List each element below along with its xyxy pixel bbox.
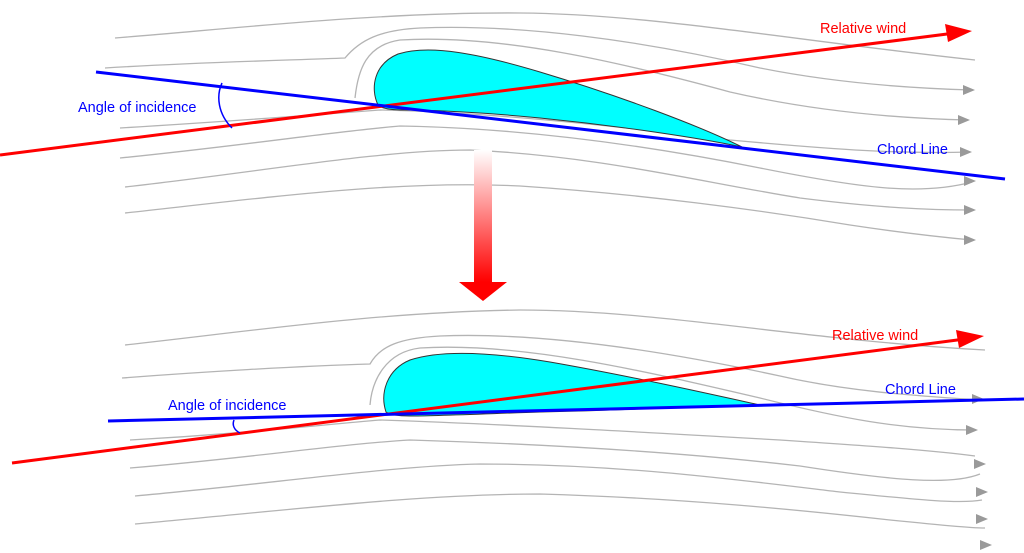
- transition-arrow-head: [459, 282, 507, 301]
- top-streamline-arrow-4: [964, 176, 976, 186]
- bottom-angle-arc: [232, 419, 241, 434]
- bottom-streamline-arrow-6: [980, 540, 992, 550]
- bottom-streamline-arrow-3: [974, 459, 986, 469]
- top-streamline-7: [124, 184, 973, 241]
- top-relative-wind-arrowhead: [945, 24, 972, 42]
- bottom-streamline-3: [369, 346, 976, 431]
- top-angle-of-incidence-label: Angle of incidence: [78, 100, 197, 116]
- bottom-streamline-arrow-2: [966, 425, 978, 435]
- top-streamline-3: [354, 38, 969, 121]
- top-streamline-arrow-6: [964, 235, 976, 245]
- bottom-relative-wind-label: Relative wind: [832, 328, 918, 344]
- top-relative-wind-line: [0, 31, 956, 157]
- bottom-streamline-2: [121, 334, 981, 401]
- bottom-streamline-7: [134, 493, 986, 529]
- transition-arrow-shaft: [474, 150, 492, 282]
- bottom-angle-of-incidence-label: Angle of incidence: [168, 398, 287, 414]
- top-streamline-1: [114, 12, 976, 61]
- top-airfoil: [373, 49, 743, 148]
- top-streamline-arrow-5: [964, 205, 976, 215]
- bottom-relative-wind-arrowhead: [956, 330, 984, 348]
- top-panel: Relative wind Chord Line Angle of incide…: [0, 12, 1006, 245]
- top-relative-wind-label: Relative wind: [820, 21, 906, 37]
- top-streamline-arrow-2: [958, 115, 970, 125]
- top-streamline-4: [119, 109, 971, 154]
- top-chord-line-label: Chord Line: [877, 142, 948, 158]
- top-streamline-arrow-3: [960, 147, 972, 157]
- bottom-chord-line: [107, 397, 1024, 423]
- bottom-relative-wind-line: [11, 337, 966, 465]
- top-streamlines: [104, 12, 976, 245]
- top-streamline-5: [119, 125, 973, 190]
- bottom-streamlines: [121, 309, 992, 550]
- top-streamline-arrow-1: [963, 85, 975, 95]
- bottom-panel: Relative wind Chord Line Angle of incide…: [11, 309, 1024, 550]
- bottom-chord-line-label: Chord Line: [885, 382, 956, 398]
- top-angle-arc: [218, 82, 233, 129]
- bottom-streamline-1: [124, 309, 986, 351]
- top-streamline-6: [124, 149, 973, 211]
- bottom-streamline-5: [129, 439, 981, 482]
- bottom-streamline-6: [134, 463, 983, 503]
- transition-arrow: [459, 150, 507, 301]
- bottom-streamline-arrow-5: [976, 514, 988, 524]
- top-chord-line: [95, 70, 1006, 181]
- top-streamline-2: [104, 26, 973, 91]
- bottom-streamline-arrow-4: [976, 487, 988, 497]
- bottom-streamline-4: [129, 419, 976, 457]
